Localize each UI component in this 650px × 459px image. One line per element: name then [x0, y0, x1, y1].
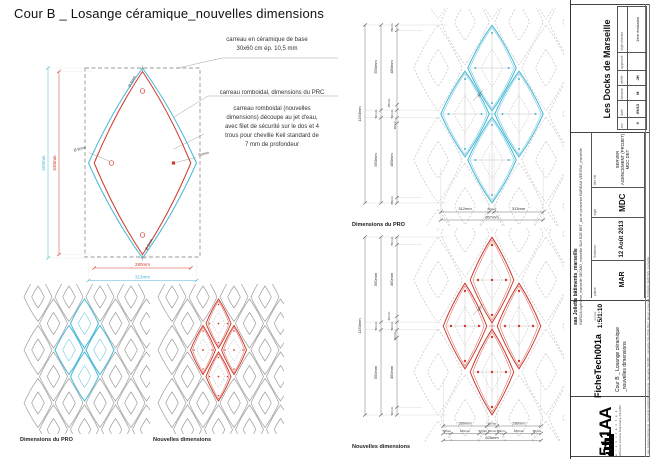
svg-text:313mm: 313mm — [512, 206, 526, 211]
new-width-label: 280mm — [135, 262, 150, 267]
pro-vertical-dimensions: 1150mm 550mm 50mm 550mm 35mm 480mm 35mm … — [357, 22, 400, 206]
svg-text:450mm: 450mm — [389, 365, 394, 379]
annotation-prc-tile: carreau romboidal, dimensions du PRC — [219, 89, 325, 96]
pattern-new-caption: Nouvelles dimensions — [153, 437, 212, 443]
title-block: Les Docks de Marseille rev 0 date 09/13 de… — [570, 0, 650, 459]
sheet-number-block: FicheTech001a échelle 1:5/1:10 — [587, 302, 609, 398]
annotation-leaders — [173, 57, 338, 150]
pattern-pro-grid — [24, 284, 150, 434]
svg-text:50mm: 50mm — [533, 429, 542, 433]
hole-diameter-bottom-label: Ø 8mm — [144, 238, 153, 251]
phase-cell: phase MAR — [591, 259, 645, 298]
svg-text:626mm: 626mm — [485, 435, 499, 440]
svg-text:50mm: 50mm — [374, 321, 378, 330]
svg-text:550mm: 550mm — [373, 60, 378, 74]
svg-text:50mm: 50mm — [390, 406, 394, 415]
pattern-new-highlight — [191, 299, 247, 401]
sheet-number: FicheTech001a — [593, 334, 603, 398]
pro-drawing-caption: Dimensions du PRO — [352, 222, 405, 228]
svg-text:280mm: 280mm — [458, 420, 472, 425]
svg-text:1150mm: 1150mm — [357, 318, 362, 334]
svg-text:180mm: 180mm — [460, 429, 471, 433]
svg-text:480mm: 480mm — [389, 60, 394, 74]
new-angle-label: 45° — [477, 305, 484, 312]
svg-text:35mm: 35mm — [393, 120, 397, 129]
emission-cell: émission 12 Août 2013 — [591, 217, 645, 260]
svg-text:35mm: 35mm — [390, 196, 394, 205]
svg-text:50mm: 50mm — [393, 331, 397, 340]
prc-diamond-outline — [88, 67, 197, 259]
pro-angle-label: 45° — [477, 91, 484, 98]
svg-text:50mm: 50mm — [387, 311, 391, 320]
titre-cell: titre file SERVER AGENCEMENT (PROJET) MD… — [591, 132, 645, 187]
svg-text:50mm: 50mm — [478, 429, 487, 433]
svg-text:180mm: 180mm — [514, 429, 525, 433]
vertical-dimensions: 550mm 530mm — [41, 65, 92, 261]
sigle-cell: sigle MDC — [591, 187, 645, 218]
svg-text:312mm: 312mm — [458, 206, 472, 211]
edge-note: sas Joliette bâtiments_marseille GARCIA … — [645, 256, 650, 454]
svg-text:50mm: 50mm — [443, 429, 452, 433]
svg-text:50mm: 50mm — [390, 109, 394, 118]
svg-text:280mm: 280mm — [512, 420, 526, 425]
hole-diameter-label: Ø 8mm — [73, 145, 86, 152]
base-tile-outline — [84, 67, 201, 258]
pro-horizontal-dimensions: 312mm 32mm 313mm 657mm — [438, 206, 546, 223]
new-horizontal-dimensions: 280mm 66mm 280mm 50mm 180mm 50mm 66mm 50… — [440, 420, 544, 442]
revision-table: rev 0 date 09/13 dessiné M vérifié JH approu… — [617, 6, 647, 130]
svg-text:50mm: 50mm — [374, 109, 378, 118]
svg-text:50mm: 50mm — [390, 321, 394, 330]
objet-block: Cour B _ Losange céramique _nouvelles di… — [615, 302, 645, 392]
drawing-object-title: Cour B _ Losange céramique _nouvelles di… — [615, 326, 628, 392]
svg-text:50mm: 50mm — [390, 236, 394, 245]
svg-text:450mm: 450mm — [389, 272, 394, 286]
svg-text:66mm: 66mm — [488, 421, 497, 425]
new-diamond-outline — [93, 71, 192, 255]
hole-diameter-top-label: Ø 8mm — [127, 75, 136, 88]
info-cells: phase MAR émission 12 Août 2013 sigle MD… — [591, 132, 645, 298]
pro-dimension-drawing: 45° 1150mm 550mm 50mm 550mm 35mm 480mm 3… — [357, 8, 564, 226]
project-title: Les Docks de Marseille — [602, 19, 612, 119]
svg-text:480mm: 480mm — [389, 153, 394, 167]
svg-text:66mm: 66mm — [488, 429, 497, 433]
new-drawing-caption: Nouvelles dimensions — [352, 444, 411, 450]
svg-text:550mm: 550mm — [373, 153, 378, 167]
skyline-icon — [602, 434, 614, 456]
scale-value: 1:5/1:10 — [596, 303, 604, 329]
prc-width-label: 313mm — [135, 275, 150, 280]
team-names: GARCIA ingénierie_marseille SECMO_marsei… — [579, 148, 583, 325]
horizontal-dimensions: 280mm 313mm — [86, 258, 199, 283]
svg-text:550mm: 550mm — [373, 365, 378, 379]
edge-offset-label: 50mm — [198, 151, 209, 158]
svg-text:1150mm: 1150mm — [357, 106, 362, 122]
firm-names: sas Joliette bâtiments_marseille GARCIA … — [573, 135, 589, 325]
svg-text:657mm: 657mm — [485, 214, 499, 219]
new-height-label: 530mm — [52, 155, 57, 170]
annotation-new-tile: carreau romboidal (nouvelles dimensions)… — [224, 106, 320, 148]
svg-text:35mm: 35mm — [387, 98, 391, 107]
pattern-new-grid — [158, 284, 284, 434]
annotation-base-tile: carreau en céramique de base 30x60 cm ép… — [226, 37, 308, 52]
svg-text:35mm: 35mm — [390, 23, 394, 32]
new-vertical-dimensions: 1150mm 550mm 50mm 550mm 50mm 450mm 50mm … — [357, 234, 400, 418]
svg-text:550mm: 550mm — [373, 272, 378, 286]
pattern-pro — [18, 284, 150, 434]
architect-names: Alfonso Femia Gianluca Peluffo — [618, 405, 622, 456]
tile-detail-drawing: Ø 8mm 50mm Ø 8mm Ø 8mm 550mm 530mm 280mm… — [41, 57, 338, 283]
page-title: Cour B _ Losange céramique_nouvelles dim… — [14, 6, 325, 21]
pattern-new — [152, 284, 284, 434]
prc-height-label: 550mm — [41, 155, 46, 170]
architect-logo-block: 5+1AA a r c h i t e c t e s Alfonso Femi… — [596, 400, 647, 456]
svg-text:32mm: 32mm — [487, 207, 496, 211]
new-dimension-drawing: 45° 1150mm 550mm 50mm 550mm 50mm 450mm 5… — [357, 228, 564, 442]
anchor-holes — [108, 88, 176, 238]
pattern-pro-caption: Dimensions du PRO — [20, 437, 73, 443]
svg-text:50mm: 50mm — [497, 429, 506, 433]
